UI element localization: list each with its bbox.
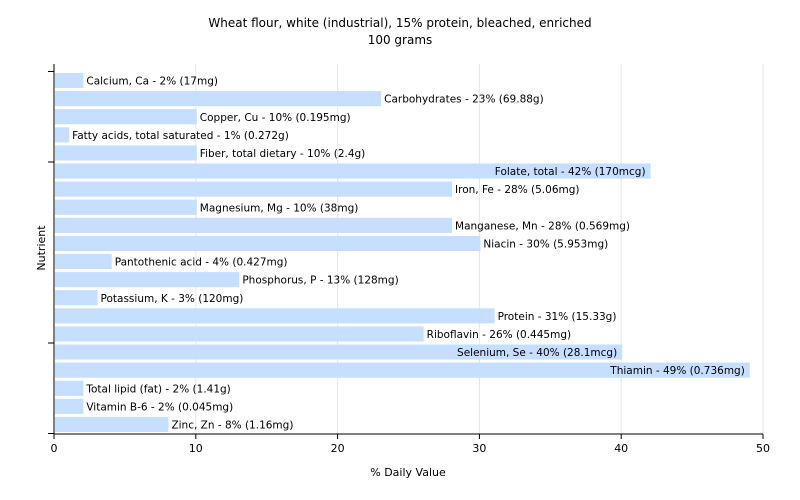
- bar-13: [55, 308, 495, 324]
- bar-12: [55, 290, 98, 306]
- bar-label-8: Manganese, Mn - 28% (0.569mg): [455, 220, 630, 232]
- y-axis-title: Nutrient: [35, 225, 48, 271]
- x-tick-label-3: 30: [472, 442, 486, 455]
- bar-label-4: Fiber, total dietary - 10% (2.4g): [200, 148, 365, 160]
- bar-2: [55, 109, 197, 125]
- bar-19: [55, 416, 169, 432]
- chart-title: Wheat flour, white (industrial), 15% pro…: [208, 16, 591, 30]
- x-tick-label-2: 20: [331, 442, 345, 455]
- bar-label-13: Protein - 31% (15.33g): [498, 311, 617, 323]
- bar-label-18: Vitamin B-6 - 2% (0.045mg): [86, 401, 233, 413]
- x-tick-label-1: 10: [189, 442, 203, 455]
- bar-label-0: Calcium, Ca - 2% (17mg): [86, 76, 218, 88]
- bar-4: [55, 145, 197, 161]
- bar-label-10: Pantothenic acid - 4% (0.427mg): [115, 257, 288, 269]
- bar-label-3: Fatty acids, total saturated - 1% (0.272…: [72, 130, 289, 142]
- bar-3: [55, 127, 70, 143]
- bar-label-7: Magnesium, Mg - 10% (38mg): [200, 202, 359, 214]
- bar-7: [55, 199, 197, 215]
- bar-label-2: Copper, Cu - 10% (0.195mg): [200, 112, 351, 124]
- bar-label-6: Iron, Fe - 28% (5.06mg): [455, 184, 579, 196]
- bar-label-1: Carbohydrates - 23% (69.88g): [384, 94, 544, 106]
- bar-15: [55, 344, 623, 360]
- x-axis-title: % Daily Value: [370, 466, 446, 479]
- bar-8: [55, 217, 453, 233]
- bar-6: [55, 181, 453, 197]
- bar-0: [55, 73, 84, 89]
- bar-5: [55, 163, 651, 179]
- bars-group: Calcium, Ca - 2% (17mg) Carbohydrates - 2…: [55, 73, 750, 432]
- bar-label-11: Phosphorus, P - 13% (128mg): [242, 275, 398, 287]
- bar-18: [55, 398, 84, 414]
- bar-label-17: Total lipid (fat) - 2% (1.41g): [85, 383, 230, 395]
- bar-label-12: Potassium, K - 3% (120mg): [101, 293, 244, 305]
- x-tick-label-0: 0: [51, 442, 58, 455]
- bar-label-9: Niacin - 30% (5.953mg): [483, 238, 608, 250]
- bar-label-5: Folate, total - 42% (170mcg): [495, 166, 646, 178]
- bar-11: [55, 272, 240, 288]
- bar-14: [55, 326, 424, 342]
- bar-16: [55, 362, 750, 378]
- chart-subtitle: 100 grams: [368, 33, 433, 47]
- bar-label-15: Selenium, Se - 40% (28.1mcg): [457, 347, 617, 359]
- bar-17: [55, 380, 84, 396]
- x-tick-label-4: 40: [614, 442, 628, 455]
- bar-1: [55, 91, 382, 107]
- x-tick-label-5: 50: [756, 442, 770, 455]
- bar-10: [55, 254, 112, 270]
- axes-group: 0 10 20 30 40 50: [48, 64, 770, 455]
- bar-label-16: Thiamin - 49% (0.736mg): [609, 365, 745, 377]
- bar-label-14: Riboflavin - 26% (0.445mg): [427, 329, 571, 341]
- bar-label-19: Zinc, Zn - 8% (1.16mg): [171, 419, 293, 431]
- bar-9: [55, 235, 481, 251]
